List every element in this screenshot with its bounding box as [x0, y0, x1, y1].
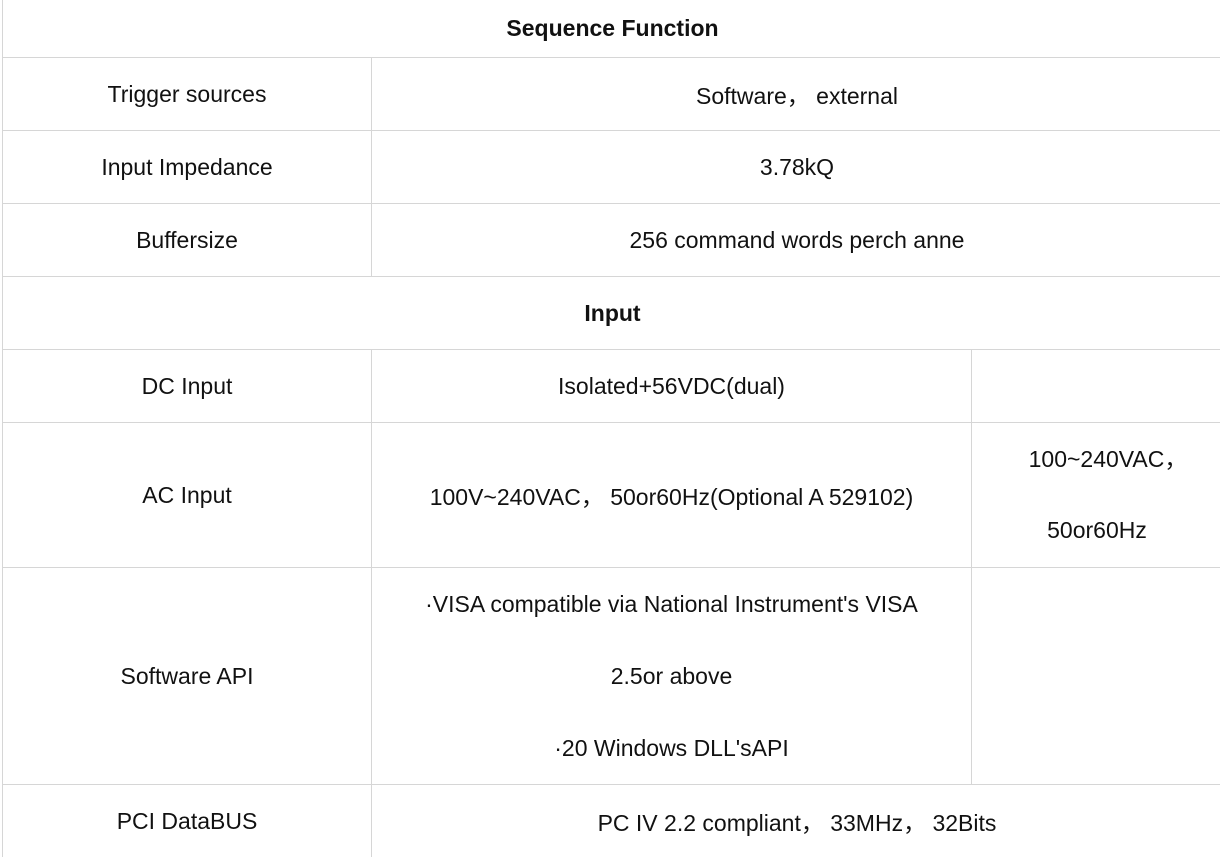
- extra-line: 50or60Hz: [1047, 517, 1147, 543]
- row-label: AC Input: [2, 422, 371, 567]
- label-text: DC Input: [141, 372, 233, 399]
- section-header-sequence-function: Sequence Function: [2, 0, 1220, 57]
- row-value: 100V~240VAC， 50or60Hz(Optional A 529102): [371, 422, 971, 567]
- section-title: Sequence Function: [506, 15, 719, 41]
- value-line: ·VISA compatible via National Instrument…: [425, 591, 918, 617]
- row-value: Isolated+56VDC(dual): [371, 349, 971, 422]
- extra-line: 100~240VAC，: [1028, 446, 1188, 472]
- row-label: DC Input: [2, 349, 371, 422]
- row-extra: [971, 567, 1220, 784]
- row-extra: 100~240VAC， 50or60Hz: [971, 422, 1220, 567]
- label-text: Buffersize: [136, 226, 238, 253]
- row-value: Software， external: [371, 57, 1220, 130]
- label-text: PCI DataBUS: [116, 807, 258, 834]
- label-text: Software API: [120, 662, 254, 689]
- value-text: 256 command words perch anne: [629, 226, 965, 253]
- value-text: Software， external: [696, 83, 898, 109]
- row-label: Software API: [2, 567, 371, 784]
- row-extra: [971, 349, 1220, 422]
- label-text: Trigger sources: [107, 80, 267, 107]
- value-text: PC IV 2.2 compliant， 33MHz， 32Bits: [597, 810, 997, 836]
- value-line: ·20 Windows DLL'sAPI: [554, 735, 789, 761]
- section-title: Input: [584, 299, 641, 326]
- row-value: PC IV 2.2 compliant， 33MHz， 32Bits: [371, 784, 1220, 857]
- value-line: 2.5or above: [610, 663, 733, 689]
- label-text: Input Impedance: [101, 153, 273, 180]
- row-label: Trigger sources: [2, 57, 371, 130]
- row-label: Input Impedance: [2, 130, 371, 203]
- row-value: 3.78kQ: [371, 130, 1220, 203]
- value-text: 100V~240VAC， 50or60Hz(Optional A 529102): [429, 484, 914, 510]
- row-label: PCI DataBUS: [2, 784, 371, 857]
- value-text: Isolated+56VDC(dual): [558, 372, 785, 399]
- row-label: Buffersize: [2, 203, 371, 276]
- row-value: 256 command words perch anne: [371, 203, 1220, 276]
- value-text: 3.78kQ: [759, 153, 835, 180]
- row-value: ·VISA compatible via National Instrument…: [371, 567, 971, 784]
- label-text: AC Input: [142, 481, 232, 508]
- section-header-input: Input: [2, 276, 1220, 349]
